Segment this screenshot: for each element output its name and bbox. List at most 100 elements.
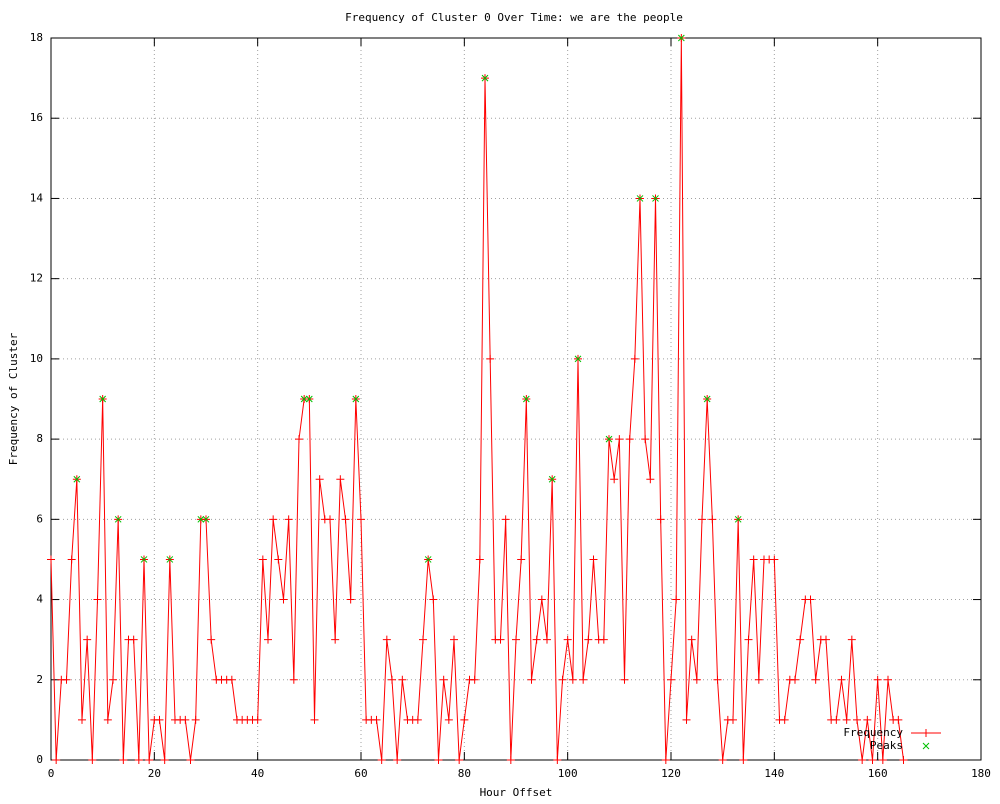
data-point — [341, 515, 350, 524]
data-point — [346, 595, 355, 604]
x-tick-label: 180 — [971, 767, 991, 780]
data-point — [336, 475, 345, 484]
data-point — [429, 595, 438, 604]
data-point — [858, 756, 867, 764]
data-point — [615, 435, 624, 444]
data-point — [315, 475, 324, 484]
data-point — [599, 635, 608, 644]
data-point — [625, 435, 634, 444]
peak-point — [73, 475, 81, 483]
y-tick-label: 2 — [36, 673, 43, 686]
data-point — [506, 756, 515, 764]
peak-point — [305, 395, 313, 403]
peak-point — [574, 355, 582, 363]
data-point — [563, 635, 572, 644]
data-point — [264, 635, 272, 644]
data-point — [791, 675, 799, 684]
data-point — [667, 675, 675, 684]
data-point — [744, 635, 753, 644]
data-point — [67, 555, 76, 564]
data-point — [388, 675, 396, 684]
data-point — [894, 715, 903, 724]
data-point — [269, 515, 278, 524]
peak-point — [703, 395, 711, 403]
x-axis-label: Hour Offset — [480, 786, 553, 799]
data-point — [191, 715, 200, 724]
data-point — [770, 555, 779, 564]
data-point — [878, 756, 887, 764]
data-point — [517, 555, 526, 564]
peak-point — [652, 195, 659, 202]
peak-point — [636, 195, 644, 202]
data-point — [83, 635, 92, 644]
y-tick-label: 12 — [30, 272, 43, 285]
peak-point — [548, 475, 556, 483]
data-point — [610, 475, 619, 484]
data-point — [739, 756, 748, 764]
peak-point — [424, 556, 432, 563]
data-point — [455, 756, 464, 764]
peak-point — [522, 395, 530, 403]
data-point — [796, 635, 805, 644]
data-point — [729, 715, 737, 724]
y-axis-label: Frequency of Cluster — [7, 332, 20, 465]
data-point — [501, 515, 510, 524]
data-point — [496, 635, 505, 644]
data-point — [899, 756, 908, 764]
data-point — [134, 756, 143, 764]
data-point — [155, 715, 164, 724]
data-point — [274, 555, 283, 564]
data-point — [413, 715, 422, 724]
data-point — [749, 555, 758, 564]
data-point — [853, 715, 861, 724]
x-tick-label: 120 — [661, 767, 681, 780]
data-point — [434, 756, 443, 764]
y-tick-label: 16 — [30, 111, 43, 124]
data-point — [450, 635, 458, 644]
data-point — [398, 675, 407, 684]
data-point — [847, 635, 856, 644]
peak-point — [605, 435, 613, 443]
data-point — [62, 675, 71, 684]
data-point — [692, 675, 701, 684]
data-point — [486, 354, 495, 363]
data-point — [863, 715, 872, 724]
data-point — [646, 475, 655, 484]
peak-point — [99, 395, 107, 403]
data-point — [393, 756, 402, 764]
chart-title: Frequency of Cluster 0 Over Time: we are… — [345, 11, 683, 24]
data-point — [527, 675, 536, 684]
data-point — [620, 675, 629, 684]
data-point — [672, 595, 681, 604]
data-point — [780, 715, 789, 724]
peak-point — [197, 515, 205, 523]
data-point — [326, 515, 334, 524]
peak-point — [481, 74, 489, 82]
data-point — [310, 715, 319, 724]
data-point — [537, 595, 546, 604]
data-point — [868, 756, 877, 764]
data-point — [372, 715, 381, 724]
data-point — [832, 715, 841, 724]
data-point — [382, 635, 391, 644]
data-point — [656, 515, 665, 524]
peak-point — [202, 515, 210, 523]
data-point — [837, 675, 846, 684]
frequency-line — [50, 37, 904, 761]
data-point — [641, 435, 650, 444]
y-tick-label: 4 — [36, 593, 43, 606]
data-point — [289, 675, 298, 684]
peak-point — [352, 395, 360, 403]
data-point — [811, 675, 820, 684]
x-tick-label: 20 — [148, 767, 161, 780]
data-point — [558, 675, 567, 684]
data-point — [806, 595, 815, 604]
data-point — [754, 675, 763, 684]
data-point — [661, 756, 670, 764]
x-tick-label: 100 — [558, 767, 578, 780]
data-point — [109, 675, 117, 684]
peak-point — [114, 515, 122, 523]
data-point — [331, 635, 340, 644]
data-point — [119, 756, 128, 764]
